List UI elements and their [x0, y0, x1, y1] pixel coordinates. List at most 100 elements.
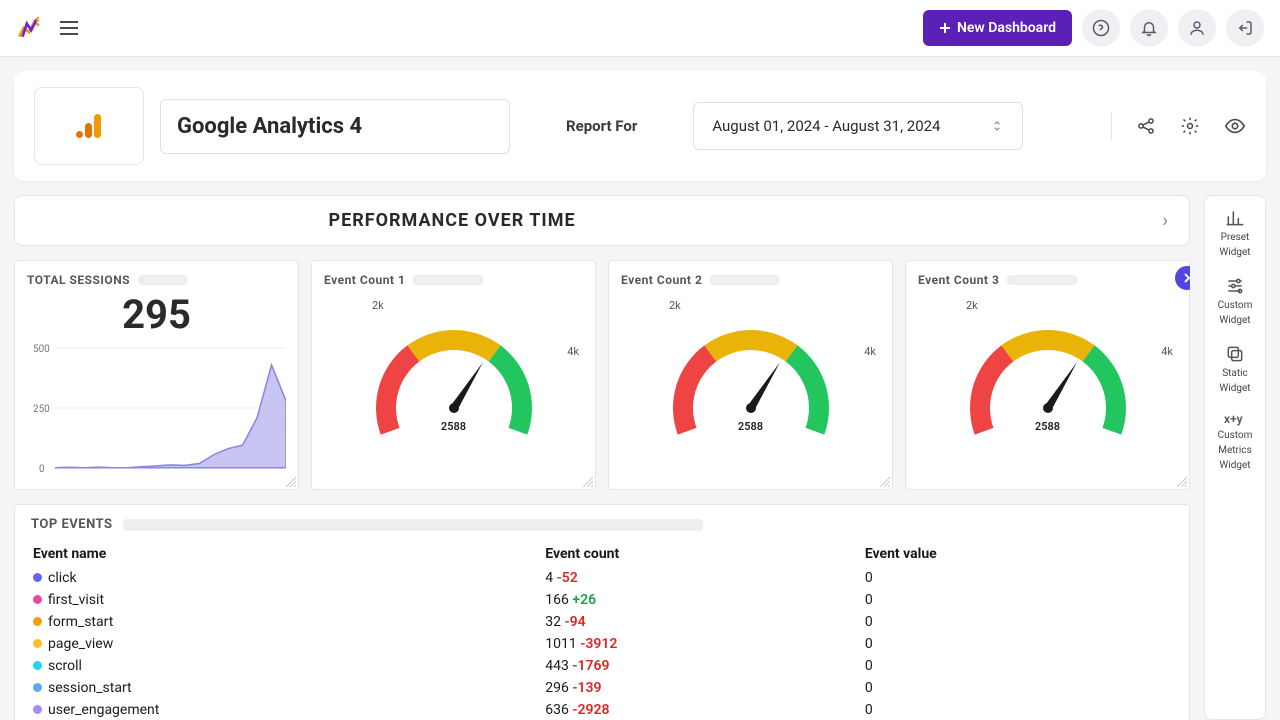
ga-logo-box [34, 87, 144, 165]
skeleton [138, 275, 188, 285]
gauge: 2k 4k 2588 [324, 293, 583, 463]
table-row: click4 -520 [33, 568, 1171, 588]
user-icon [1188, 19, 1206, 37]
label: Custom [1218, 430, 1253, 441]
gauge-value: 2588 [738, 420, 763, 433]
help-icon [1092, 19, 1110, 37]
label: Widget [1219, 460, 1250, 471]
skeleton [1007, 275, 1077, 285]
gauge-low-label: 2k [372, 299, 384, 312]
logout-icon [1236, 19, 1254, 37]
top-events-title: TOP EVENTS [31, 517, 113, 532]
gauge-high-label: 4k [1161, 345, 1173, 358]
label: Preset [1221, 232, 1250, 243]
resize-handle-icon[interactable] [286, 477, 296, 487]
sidebar-custom-metrics-widget[interactable]: x+y Custom Metrics Widget [1209, 412, 1261, 471]
table-row: scroll443 -17690 [33, 656, 1171, 676]
dashboard-area: PERFORMANCE OVER TIME › TOTAL SESSIONS 2… [14, 195, 1266, 720]
gauge-value: 2588 [441, 420, 466, 433]
widgets-row: TOTAL SESSIONS 295 500 250 0 [14, 260, 1190, 490]
new-dashboard-button[interactable]: New Dashboard [923, 10, 1072, 46]
chevron-right-icon [1181, 272, 1190, 284]
dashboard-title-input[interactable] [160, 99, 510, 154]
formula-icon: x+y [1224, 412, 1246, 426]
resize-handle-icon[interactable] [1177, 477, 1187, 487]
sidebar-preset-widget[interactable]: Preset Widget [1209, 208, 1261, 258]
col-event-value: Event value [865, 542, 1171, 566]
table-row: first_visit166 +260 [33, 590, 1171, 610]
settings-icon[interactable] [1180, 116, 1200, 136]
menu-toggle[interactable] [58, 17, 80, 39]
widget-event-count-1: Event Count 1 2k 4k 2588 [311, 260, 596, 490]
widget-title: Event Count 1 [324, 273, 405, 287]
table-row: user_engagement636 -29280 [33, 700, 1171, 720]
select-chevron-icon [990, 119, 1004, 133]
workspace: Report For August 01, 2024 - August 31, … [0, 57, 1280, 720]
gauge-high-label: 4k [864, 345, 876, 358]
label: Widget [1219, 247, 1250, 258]
label: Widget [1219, 383, 1250, 394]
top-events-table: Event name Event count Event value click… [31, 540, 1173, 720]
sidebar-custom-widget[interactable]: Custom Widget [1209, 276, 1261, 326]
sessions-value: 295 [27, 291, 286, 338]
section-title: PERFORMANCE OVER TIME [328, 210, 575, 231]
svg-text:x+y: x+y [1224, 412, 1243, 426]
share-icon[interactable] [1136, 116, 1156, 136]
chevron-right-icon[interactable]: › [1163, 210, 1169, 231]
sliders-icon [1225, 276, 1245, 296]
svg-text:500: 500 [33, 344, 50, 355]
date-range-text: August 01, 2024 - August 31, 2024 [712, 117, 940, 135]
table-row: session_start296 -1390 [33, 678, 1171, 698]
gauge: 2k 4k 2588 [621, 293, 880, 463]
svg-text:250: 250 [33, 404, 50, 415]
widget-title: Event Count 2 [621, 273, 702, 287]
skeleton [123, 519, 703, 531]
svg-text:0: 0 [39, 464, 45, 475]
col-event-count: Event count [545, 542, 863, 566]
sessions-area-chart: 500 250 0 [27, 338, 286, 478]
gauge: 2k 4k 2588 [918, 293, 1177, 463]
resize-handle-icon[interactable] [583, 477, 593, 487]
date-range-select[interactable]: August 01, 2024 - August 31, 2024 [693, 102, 1023, 150]
widget-total-sessions: TOTAL SESSIONS 295 500 250 0 [14, 260, 299, 490]
bell-icon [1140, 19, 1158, 37]
skeleton [710, 275, 780, 285]
label: Metrics [1218, 445, 1252, 456]
gauge-high-label: 4k [567, 345, 579, 358]
col-event-name: Event name [33, 542, 543, 566]
notifications-button[interactable] [1130, 9, 1168, 47]
topbar: New Dashboard [0, 0, 1280, 57]
dashboard-header: Report For August 01, 2024 - August 31, … [14, 71, 1266, 181]
performance-section: PERFORMANCE OVER TIME › [14, 195, 1190, 246]
resize-handle-icon[interactable] [880, 477, 890, 487]
gauge-value: 2588 [1035, 420, 1060, 433]
account-button[interactable] [1178, 9, 1216, 47]
logout-button[interactable] [1226, 9, 1264, 47]
section-header: PERFORMANCE OVER TIME › [15, 196, 1189, 245]
google-analytics-icon [74, 111, 104, 141]
plus-icon [939, 22, 951, 34]
bar-chart-icon [1225, 208, 1245, 228]
separator [1111, 112, 1112, 140]
copy-icon [1225, 344, 1245, 364]
new-dashboard-label: New Dashboard [957, 20, 1056, 36]
help-button[interactable] [1082, 9, 1120, 47]
widget-title: TOTAL SESSIONS [27, 273, 130, 287]
top-events-card: TOP EVENTS Event name Event count Event … [14, 504, 1190, 720]
report-for-label: Report For [566, 117, 637, 135]
label: Static [1222, 368, 1248, 379]
label: Custom [1218, 300, 1253, 311]
sidebar-static-widget[interactable]: Static Widget [1209, 344, 1261, 394]
gauge-low-label: 2k [966, 299, 978, 312]
gauge-low-label: 2k [669, 299, 681, 312]
skeleton [413, 275, 483, 285]
widget-event-count-3: Event Count 3 2k 4k 2588 [905, 260, 1190, 490]
app-logo [16, 15, 42, 41]
widget-sidebar: Preset Widget Custom Widget Static Widge… [1204, 195, 1266, 720]
label: Widget [1219, 315, 1250, 326]
table-row: page_view1011 -39120 [33, 634, 1171, 654]
widget-title: Event Count 3 [918, 273, 999, 287]
widget-event-count-2: Event Count 2 2k 4k 2588 [608, 260, 893, 490]
preview-icon[interactable] [1224, 115, 1246, 137]
table-row: form_start32 -940 [33, 612, 1171, 632]
